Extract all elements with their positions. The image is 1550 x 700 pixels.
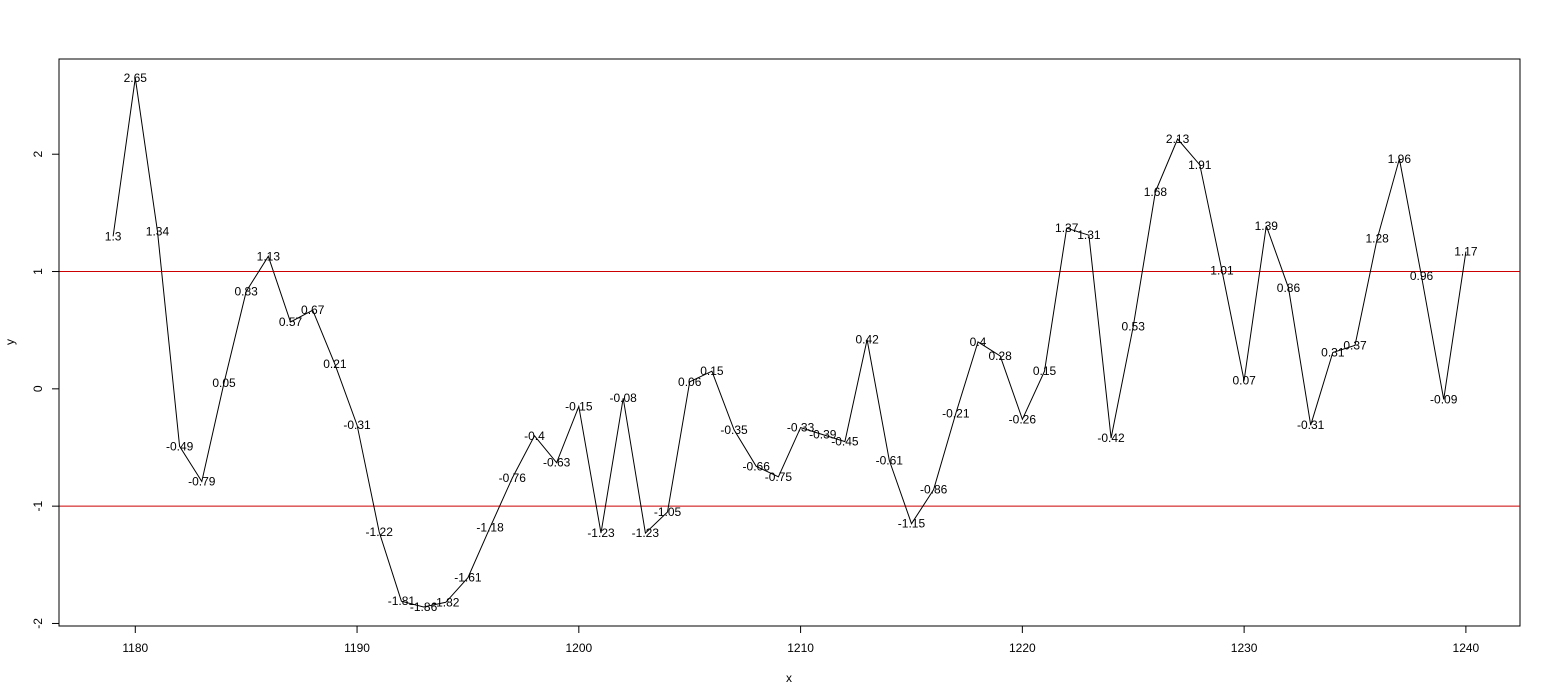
- x-tick-label: 1220: [1009, 641, 1036, 655]
- data-label: 1.34: [146, 225, 170, 239]
- x-axis-label: x: [786, 671, 792, 685]
- data-label: 2.65: [124, 71, 148, 85]
- data-label: -0.45: [831, 435, 859, 449]
- data-label: -0.35: [720, 423, 748, 437]
- data-label: -0.79: [188, 475, 216, 489]
- data-label: -0.33: [787, 421, 815, 435]
- x-tick-label: 1230: [1231, 641, 1258, 655]
- data-label: -0.66: [743, 459, 771, 473]
- data-label: 0.06: [678, 375, 702, 389]
- data-label: -0.61: [876, 453, 904, 467]
- data-label: 0.05: [212, 376, 236, 390]
- data-label: -1.23: [587, 526, 615, 540]
- x-axis: 1180 1190 1200 1210 1220 1230 1240: [122, 625, 1480, 655]
- data-label: 1.17: [1454, 245, 1478, 259]
- data-label: -0.76: [499, 471, 527, 485]
- data-label: 2.13: [1166, 132, 1190, 146]
- data-label: -1.23: [632, 526, 660, 540]
- data-label: -0.39: [809, 428, 837, 442]
- reference-lines: [59, 271, 1520, 507]
- y-tick-label: -1: [31, 500, 45, 511]
- data-label: -1.82: [432, 595, 460, 609]
- data-label: 0.15: [700, 364, 724, 378]
- data-label: 0.67: [301, 303, 325, 317]
- data-label: -0.09: [1430, 392, 1458, 406]
- data-label: 1.37: [1055, 221, 1079, 235]
- data-label: 0.15: [1033, 364, 1057, 378]
- y-tick-label: 1: [31, 268, 45, 275]
- data-labels: 1.3 2.65 1.34 -0.49 -0.79 0.05 0.83 1.13 0.570.6…: [105, 71, 1478, 614]
- data-label: -1.22: [366, 525, 394, 539]
- data-label: 1.91: [1188, 158, 1212, 172]
- series-group: [112, 77, 1467, 608]
- data-label: 0.57: [279, 315, 303, 329]
- data-label: -0.4: [524, 429, 545, 443]
- data-label: -0.08: [609, 391, 637, 405]
- data-label: 0.42: [855, 333, 879, 347]
- data-label: -0.31: [343, 418, 371, 432]
- data-label: -1.05: [654, 505, 682, 519]
- data-label: 0.31: [1321, 345, 1345, 359]
- data-label: -0.75: [765, 470, 793, 484]
- x-tick-label: 1200: [565, 641, 592, 655]
- data-label: -1.86: [410, 600, 438, 614]
- data-label: 0.37: [1343, 338, 1367, 352]
- x-tick-label: 1210: [787, 641, 814, 655]
- x-tick-label: 1180: [122, 641, 148, 655]
- data-label: -0.26: [1009, 412, 1037, 426]
- x-tick-label: 1190: [344, 641, 370, 655]
- data-label: 1.01: [1210, 263, 1234, 277]
- data-label: -1.18: [476, 520, 504, 534]
- data-label: -0.31: [1297, 418, 1325, 432]
- data-label: 0.53: [1122, 320, 1146, 334]
- data-label: 1.39: [1255, 219, 1279, 233]
- data-label: 0.96: [1410, 269, 1434, 283]
- y-tick-label: -2: [31, 618, 45, 629]
- y-axis: -2 -1 0 1 2: [31, 151, 60, 629]
- data-label: -1.81: [388, 594, 416, 608]
- data-label: 0.4: [970, 335, 987, 349]
- data-label: 0.07: [1232, 374, 1256, 388]
- plot-frame: [58, 58, 1521, 627]
- data-label: 1.96: [1388, 152, 1412, 166]
- data-label: 1.13: [257, 249, 281, 263]
- data-label: 1.68: [1144, 185, 1168, 199]
- data-label: 1.31: [1077, 228, 1101, 242]
- data-label: 0.21: [323, 357, 347, 371]
- data-label: 1.3: [105, 229, 122, 243]
- data-label: -0.63: [543, 456, 571, 470]
- data-label: 0.83: [234, 284, 258, 298]
- data-label: 1.28: [1366, 232, 1390, 246]
- y-axis-label: y: [3, 339, 17, 345]
- x-tick-label: 1240: [1453, 641, 1480, 655]
- data-label: -0.49: [166, 439, 194, 453]
- data-label: 0.28: [988, 349, 1012, 363]
- data-label: -1.61: [454, 571, 482, 585]
- data-label: 0.86: [1277, 281, 1301, 295]
- data-label: -0.15: [565, 399, 593, 413]
- data-label: -0.86: [920, 483, 948, 497]
- data-label: -1.15: [898, 517, 926, 531]
- data-label: -0.42: [1097, 431, 1125, 445]
- y-tick-label: 0: [31, 385, 45, 392]
- data-label: -0.21: [942, 406, 970, 420]
- series-line-0: [112, 77, 1467, 608]
- y-tick-label: 2: [31, 151, 45, 158]
